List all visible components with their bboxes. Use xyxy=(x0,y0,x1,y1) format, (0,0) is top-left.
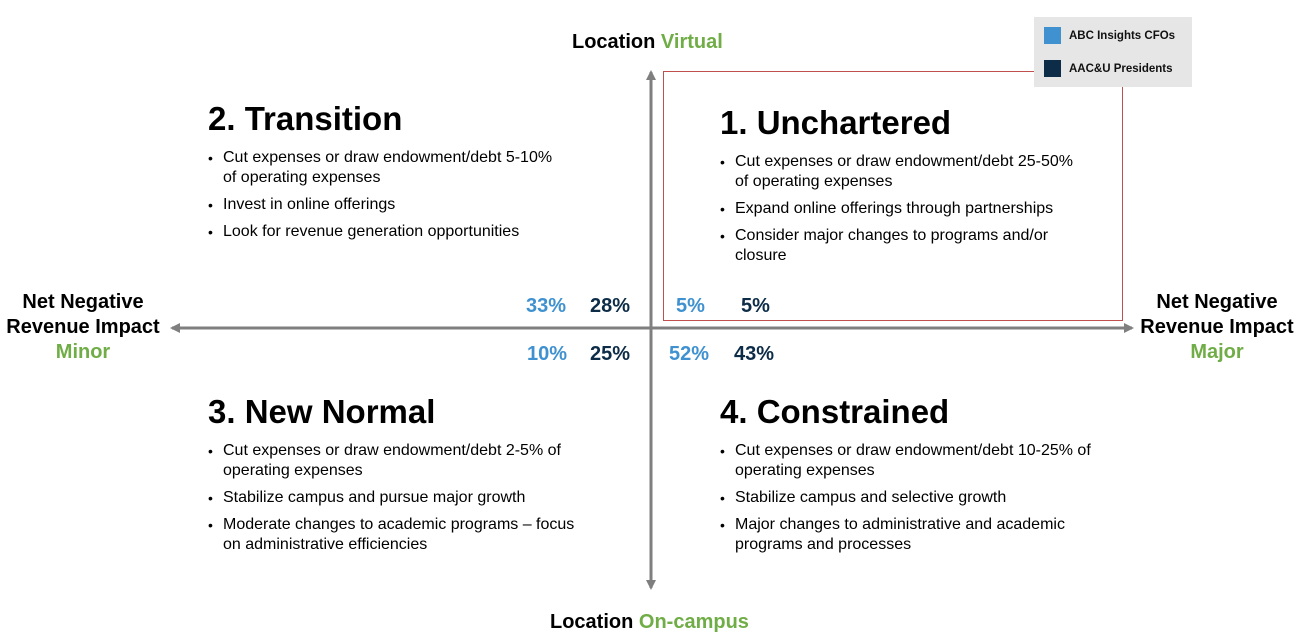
left-axis-label: Net Negative Revenue Impact Minor xyxy=(2,290,164,365)
left-axis-value: Minor xyxy=(55,341,111,363)
legend-label-presidents: AAC&U Presidents xyxy=(1069,62,1173,75)
legend-swatch-presidents xyxy=(1044,60,1061,77)
quadrant-1-bullet: Cut expenses or draw endowment/debt 25-5… xyxy=(720,152,1085,192)
quadrant-2-title: 2. Transition xyxy=(208,100,403,137)
quadrant-3-cfo-pct: 10% xyxy=(527,343,568,365)
right-axis-label: Net Negative Revenue Impact Major xyxy=(1137,290,1297,365)
quadrant-1-title: 1. Unchartered xyxy=(720,104,952,141)
quadrant-4-bullets: Cut expenses or draw endowment/debt 10-2… xyxy=(720,441,1095,562)
quadrant-2-president-pct: 28% xyxy=(590,295,631,317)
quadrant-4-title: 4. Constrained xyxy=(720,393,950,430)
quadrant-1-bullet: Expand online offerings through partners… xyxy=(720,199,1085,219)
quadrant-2-bullets: Cut expenses or draw endowment/debt 5-10… xyxy=(208,148,558,249)
quadrant-2-bullet: Cut expenses or draw endowment/debt 5-10… xyxy=(208,148,558,188)
quadrant-4-president-pct: 43% xyxy=(734,343,775,365)
quadrant-3-president-pct: 25% xyxy=(590,343,631,365)
legend-item-cfos: ABC Insights CFOs xyxy=(1044,27,1175,44)
left-axis-line1: Net Negative xyxy=(22,291,144,313)
quadrant-3-title: 3. New Normal xyxy=(208,393,436,430)
quadrant-1-highlight-box xyxy=(663,71,1123,321)
quadrant-2-cfo-pct: 33% xyxy=(526,295,567,317)
quadrant-4-bullet: Cut expenses or draw endowment/debt 10-2… xyxy=(720,441,1095,481)
quadrant-3-bullets: Cut expenses or draw endowment/debt 2-5%… xyxy=(208,441,578,562)
right-axis-line1: Net Negative xyxy=(1156,291,1278,313)
bottom-axis-value: On-campus xyxy=(638,611,749,633)
quadrant-2-bullet: Invest in online offerings xyxy=(208,195,558,215)
right-axis-value: Major xyxy=(1190,341,1244,363)
legend-swatch-cfos xyxy=(1044,27,1061,44)
quadrant-4-bullet: Stabilize campus and selective growth xyxy=(720,488,1095,508)
quadrant-1-cfo-pct: 5% xyxy=(676,295,705,317)
top-axis-prefix: Location xyxy=(572,31,656,53)
bottom-axis-label: Location On-campus xyxy=(550,611,749,634)
top-axis-label: Location Virtual xyxy=(572,31,723,54)
quadrant-3-bullet: Cut expenses or draw endowment/debt 2-5%… xyxy=(208,441,578,481)
quadrant-3-bullet: Moderate changes to academic programs – … xyxy=(208,515,578,555)
bottom-axis-prefix: Location xyxy=(550,611,634,633)
top-axis-value: Virtual xyxy=(660,31,723,53)
legend-item-presidents: AAC&U Presidents xyxy=(1044,60,1173,77)
legend: ABC Insights CFOs AAC&U Presidents xyxy=(1034,17,1192,87)
quadrant-1-bullets: Cut expenses or draw endowment/debt 25-5… xyxy=(720,152,1085,273)
quadrant-3-bullet: Stabilize campus and pursue major growth xyxy=(208,488,578,508)
right-axis-line2: Revenue Impact xyxy=(1140,316,1294,338)
quadrant-1-bullet: Consider major changes to programs and/o… xyxy=(720,226,1085,266)
left-axis-line2: Revenue Impact xyxy=(6,316,160,338)
quadrant-4-bullet: Major changes to administrative and acad… xyxy=(720,515,1095,555)
legend-label-cfos: ABC Insights CFOs xyxy=(1069,29,1176,42)
quadrant-2-bullet: Look for revenue generation opportunitie… xyxy=(208,222,558,242)
quadrant-1-president-pct: 5% xyxy=(741,295,770,317)
quadrant-4-cfo-pct: 52% xyxy=(669,343,710,365)
